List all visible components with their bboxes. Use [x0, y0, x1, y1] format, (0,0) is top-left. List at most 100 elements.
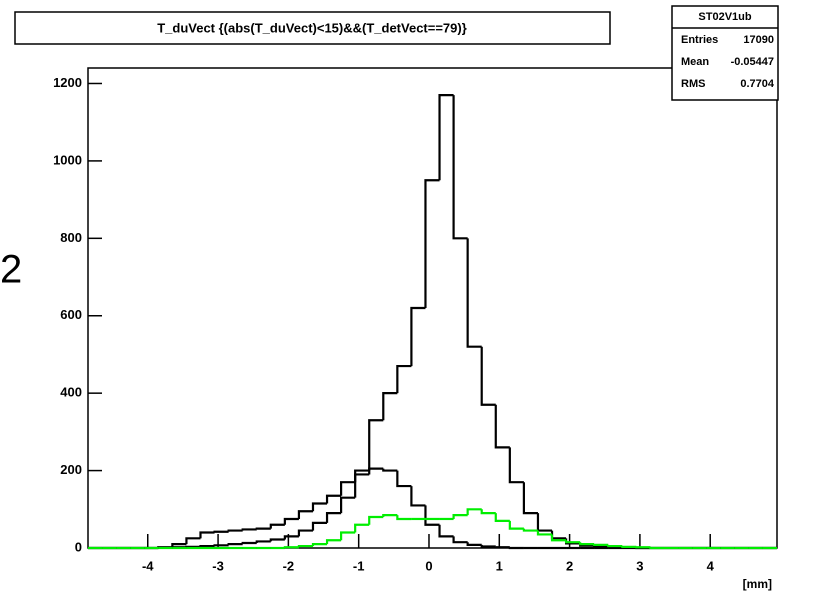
- x-tick-label: -4: [142, 558, 154, 573]
- y-tick-label: 0: [75, 539, 82, 554]
- histogram-bin: [255, 527, 271, 530]
- histogram-bin: [213, 530, 229, 533]
- y-tick-label: 1200: [53, 75, 82, 90]
- histogram-bin: [564, 540, 581, 544]
- histogram-bin: [213, 544, 229, 547]
- histogram-bin: [424, 505, 440, 526]
- histogram-bin: [283, 546, 299, 549]
- stats-key: RMS: [681, 78, 705, 90]
- histogram-bin: [171, 543, 187, 548]
- histogram-bin: [480, 509, 496, 515]
- histogram-bin: [466, 238, 482, 348]
- histogram-bin: [579, 542, 595, 546]
- histogram-bin: [311, 502, 328, 512]
- histogram-bin: [382, 392, 398, 421]
- histogram-bin: [269, 523, 285, 529]
- stats-frame: [671, 5, 779, 101]
- histogram-bin: [494, 404, 510, 449]
- histogram-bin: [564, 538, 581, 545]
- histogram-bin: [452, 513, 468, 519]
- histogram-bin: [227, 529, 243, 532]
- histogram-bin: [354, 473, 370, 483]
- histogram-bin: [325, 512, 342, 523]
- title-box: [14, 11, 611, 45]
- stats-key: Mean: [681, 56, 709, 68]
- histogram-bin: [227, 543, 243, 546]
- histogram-bin: [466, 508, 482, 516]
- histogram-bin: [438, 93, 454, 181]
- histogram-bin: [368, 419, 384, 471]
- histogram-bin: [593, 545, 609, 548]
- histogram-bin: [255, 540, 271, 543]
- histogram-bin: [508, 447, 524, 484]
- histogram-bin: [311, 543, 328, 547]
- histogram-bin: [340, 531, 356, 541]
- histogram-bin: [508, 546, 524, 550]
- side-label: 2: [0, 248, 22, 292]
- stats-box: ST02V1ub Entries 17090 Mean -0.05447 RMS 0.77…: [671, 5, 779, 101]
- histogram-bin: [199, 544, 215, 548]
- histogram-bin: [368, 467, 384, 475]
- x-axis-label: [mm]: [743, 577, 772, 591]
- histogram-bin: [607, 544, 623, 548]
- x-tick-label: -2: [283, 558, 295, 573]
- x-tick-label: -3: [212, 558, 224, 573]
- histogram-bin: [396, 515, 412, 521]
- histogram-bin: [382, 468, 398, 472]
- histogram-bin: [340, 481, 356, 496]
- histogram-bin: [241, 528, 257, 531]
- histogram-bin: [424, 179, 440, 308]
- histogram-bin: [283, 517, 299, 525]
- histogram-bin: [522, 482, 538, 515]
- histogram-bin: [325, 494, 342, 504]
- histogram-bin: [382, 513, 398, 518]
- stats-key: Entries: [681, 34, 718, 46]
- histogram-bin: [494, 546, 510, 549]
- histogram-bin: [283, 535, 299, 540]
- stats-value: 17090: [743, 34, 774, 46]
- x-tick-label: 2: [566, 558, 573, 573]
- histogram-bin: [340, 496, 356, 514]
- histogram-bin: [354, 523, 370, 533]
- histogram-bin: [550, 534, 567, 542]
- stats-value: -0.05447: [731, 56, 774, 68]
- x-tick-label: 0: [425, 558, 432, 573]
- y-tick-label: 600: [60, 307, 82, 322]
- histogram-bin: [452, 536, 468, 544]
- histogram-bin: [593, 543, 609, 547]
- histogram-bin: [621, 545, 637, 548]
- histogram-bin: [480, 346, 496, 406]
- y-tick-label: 1000: [53, 152, 82, 167]
- histogram-bin: [508, 520, 524, 530]
- histogram-bin: [396, 364, 412, 394]
- stats-title: ST02V1ub: [698, 11, 751, 23]
- histogram-bin: [368, 515, 384, 525]
- histogram-bin: [185, 537, 201, 545]
- chart-title: T_duVect {(abs(T_duVect)<15)&&(T_detVect…: [157, 20, 467, 35]
- histogram-bin: [325, 539, 342, 545]
- plot-frame: [87, 67, 778, 549]
- histogram-bin: [297, 510, 313, 519]
- stats-value: 0.7704: [740, 78, 775, 90]
- histogram-bin: [494, 513, 510, 523]
- histogram-bin: [311, 521, 328, 531]
- x-tick-label: 4: [707, 558, 715, 573]
- histogram-bin: [522, 528, 538, 532]
- y-tick-label: 200: [60, 462, 82, 477]
- histogram-bin: [297, 544, 313, 548]
- histogram-bin: [269, 538, 285, 542]
- histogram-bin: [396, 470, 412, 488]
- histogram-bin: [410, 486, 426, 507]
- x-tick-label: -1: [353, 558, 365, 573]
- histogram-bin: [649, 546, 665, 550]
- y-tick-label: 800: [60, 230, 82, 245]
- histogram-bin: [410, 306, 426, 367]
- histogram-bin: [466, 542, 482, 547]
- histogram-bin: [297, 529, 313, 537]
- histogram-bin: [452, 95, 468, 240]
- histogram-bin: [438, 524, 454, 538]
- histogram-bin: [241, 541, 257, 545]
- histogram-bin: [536, 530, 553, 536]
